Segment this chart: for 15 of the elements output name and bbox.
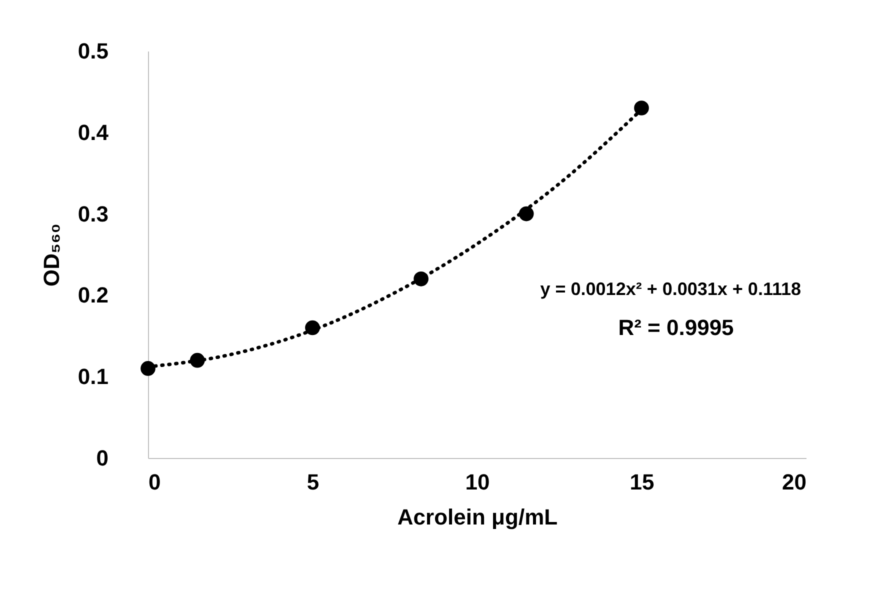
x-tick-label: 10 <box>465 470 490 494</box>
y-tick-label: 0.2 <box>78 282 108 308</box>
x-tick-label: 5 <box>306 470 320 494</box>
y-tick-label: 0.4 <box>78 120 110 145</box>
y-tick-label: 0 <box>96 446 108 470</box>
y-tick-label: 0.5 <box>78 38 108 64</box>
annotation: y = 0.0012x² + 0.0031x + 0.1118 <box>540 279 801 299</box>
x-axis-title: Acrolein μg/mL <box>397 504 558 530</box>
x-tick-label: 15 <box>630 470 654 494</box>
x-tick-label: 0 <box>148 470 161 494</box>
y-tick-label: 0.1 <box>78 364 108 390</box>
y-tick-label: 0.3 <box>78 201 108 226</box>
annotation: R² = 0.9995 <box>618 315 734 340</box>
y-axis-title: OD₅₆₀ <box>38 224 64 286</box>
x-tick-label: 20 <box>782 470 806 494</box>
